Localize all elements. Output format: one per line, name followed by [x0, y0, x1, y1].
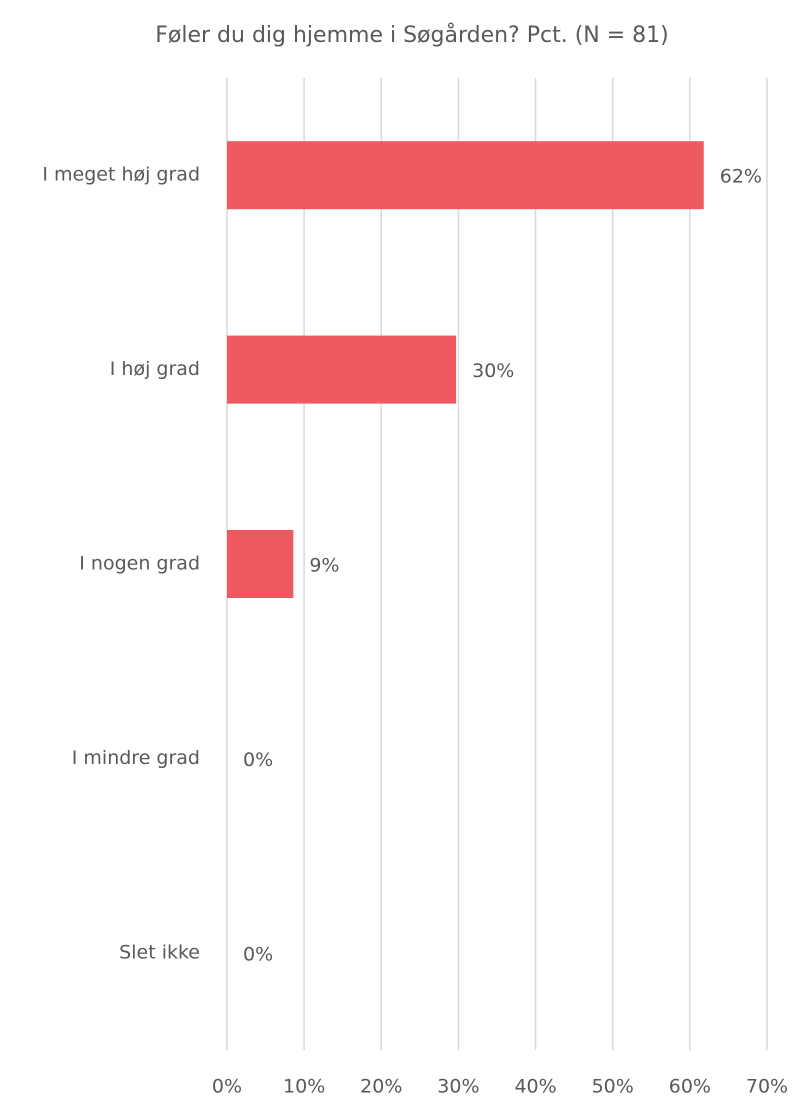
- value-label: 0%: [243, 749, 273, 771]
- y-tick-label: I meget høj grad: [42, 164, 200, 186]
- value-label: 9%: [309, 555, 339, 577]
- bar: [227, 530, 294, 598]
- value-label: 0%: [243, 943, 273, 965]
- x-tick-label: 60%: [669, 1076, 711, 1098]
- x-tick-label: 30%: [437, 1076, 479, 1098]
- x-tick-label: 10%: [283, 1076, 325, 1098]
- x-tick-label: 40%: [514, 1076, 556, 1098]
- x-tick-label: 20%: [360, 1076, 402, 1098]
- value-label: 62%: [720, 166, 762, 188]
- chart-title: Føler du dig hjemme i Søgården? Pct. (N …: [155, 22, 668, 48]
- y-tick-label: Slet ikke: [119, 941, 200, 963]
- x-tick-label: 50%: [592, 1076, 634, 1098]
- x-tick-label: 0%: [212, 1076, 242, 1098]
- bar: [227, 141, 704, 210]
- value-label: 30%: [472, 360, 514, 382]
- x-tick-label: 70%: [746, 1076, 788, 1098]
- y-tick-label: I høj grad: [110, 358, 200, 380]
- y-tick-label: I nogen grad: [79, 553, 200, 575]
- bar: [227, 335, 457, 404]
- y-tick-label: I mindre grad: [72, 747, 200, 769]
